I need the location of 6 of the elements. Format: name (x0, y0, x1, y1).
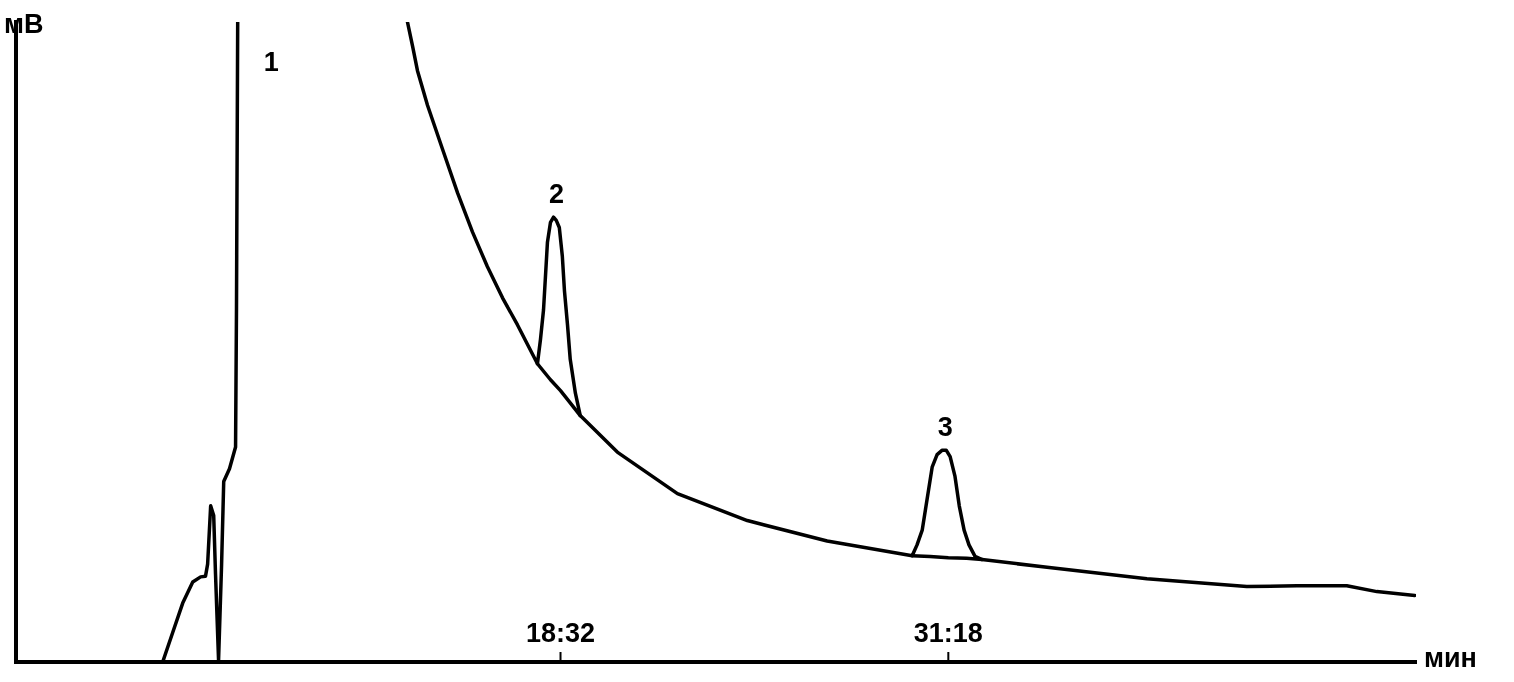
annotation: 2 (549, 179, 565, 210)
x-tick-label: 31:18 (913, 617, 983, 648)
x-axis-title: мин (1424, 643, 1477, 674)
annotation: 1 (263, 46, 279, 77)
x-tick-label: 18:32 (525, 617, 596, 648)
annotation: 3 (937, 412, 953, 443)
